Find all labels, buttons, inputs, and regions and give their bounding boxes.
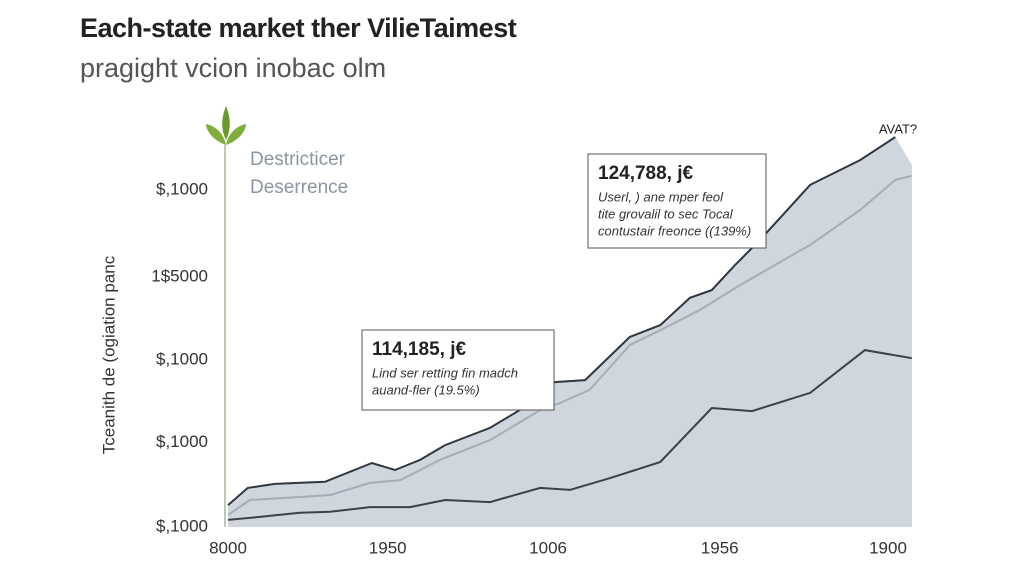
y-tick-label: $,1000 (156, 349, 208, 368)
x-tick-label: 1900 (869, 538, 907, 557)
y-tick-label: $,1000 (156, 179, 208, 198)
y-axis-title: Tceanith de (ogiation panc (99, 255, 118, 454)
note: Deserrence (250, 177, 348, 198)
note: Destricticer (250, 149, 346, 170)
x-tick-label: 1956 (701, 538, 739, 557)
annotation-box (361, 329, 555, 411)
annotation-line: contustair freonce ((139%) (598, 223, 751, 238)
annotation-title: 114,185, j€ (372, 339, 466, 360)
series-line (227, 349, 912, 521)
annotation-title: 124,788, j€ (598, 163, 694, 184)
chart-title: Each-state market ther VilieTaimest (80, 13, 517, 43)
corner-label: AVAT? (879, 121, 917, 136)
y-tick-label: $,1000 (156, 432, 208, 451)
series-line (227, 174, 913, 516)
plant-icon (206, 106, 246, 145)
annotation-line: Lind ser retting fin madch (372, 365, 518, 380)
annotation-box (587, 153, 767, 249)
annotation-line: Userl, ) ane mper feol (598, 189, 724, 204)
y-tick-label: $,1000 (156, 516, 208, 535)
annotation-line: tite grovalil to sec Tocal (598, 206, 734, 221)
x-tick-label: 1950 (369, 538, 407, 557)
area-fill (228, 137, 912, 527)
chart-subtitle: pragight vcion inobac olm (80, 53, 386, 83)
x-tick-label: 1006 (529, 538, 567, 557)
annotation-line: auand-fler (19.5%) (372, 382, 480, 397)
x-tick-label: 8000 (209, 538, 247, 557)
y-tick-label: 1$5000 (151, 266, 208, 285)
